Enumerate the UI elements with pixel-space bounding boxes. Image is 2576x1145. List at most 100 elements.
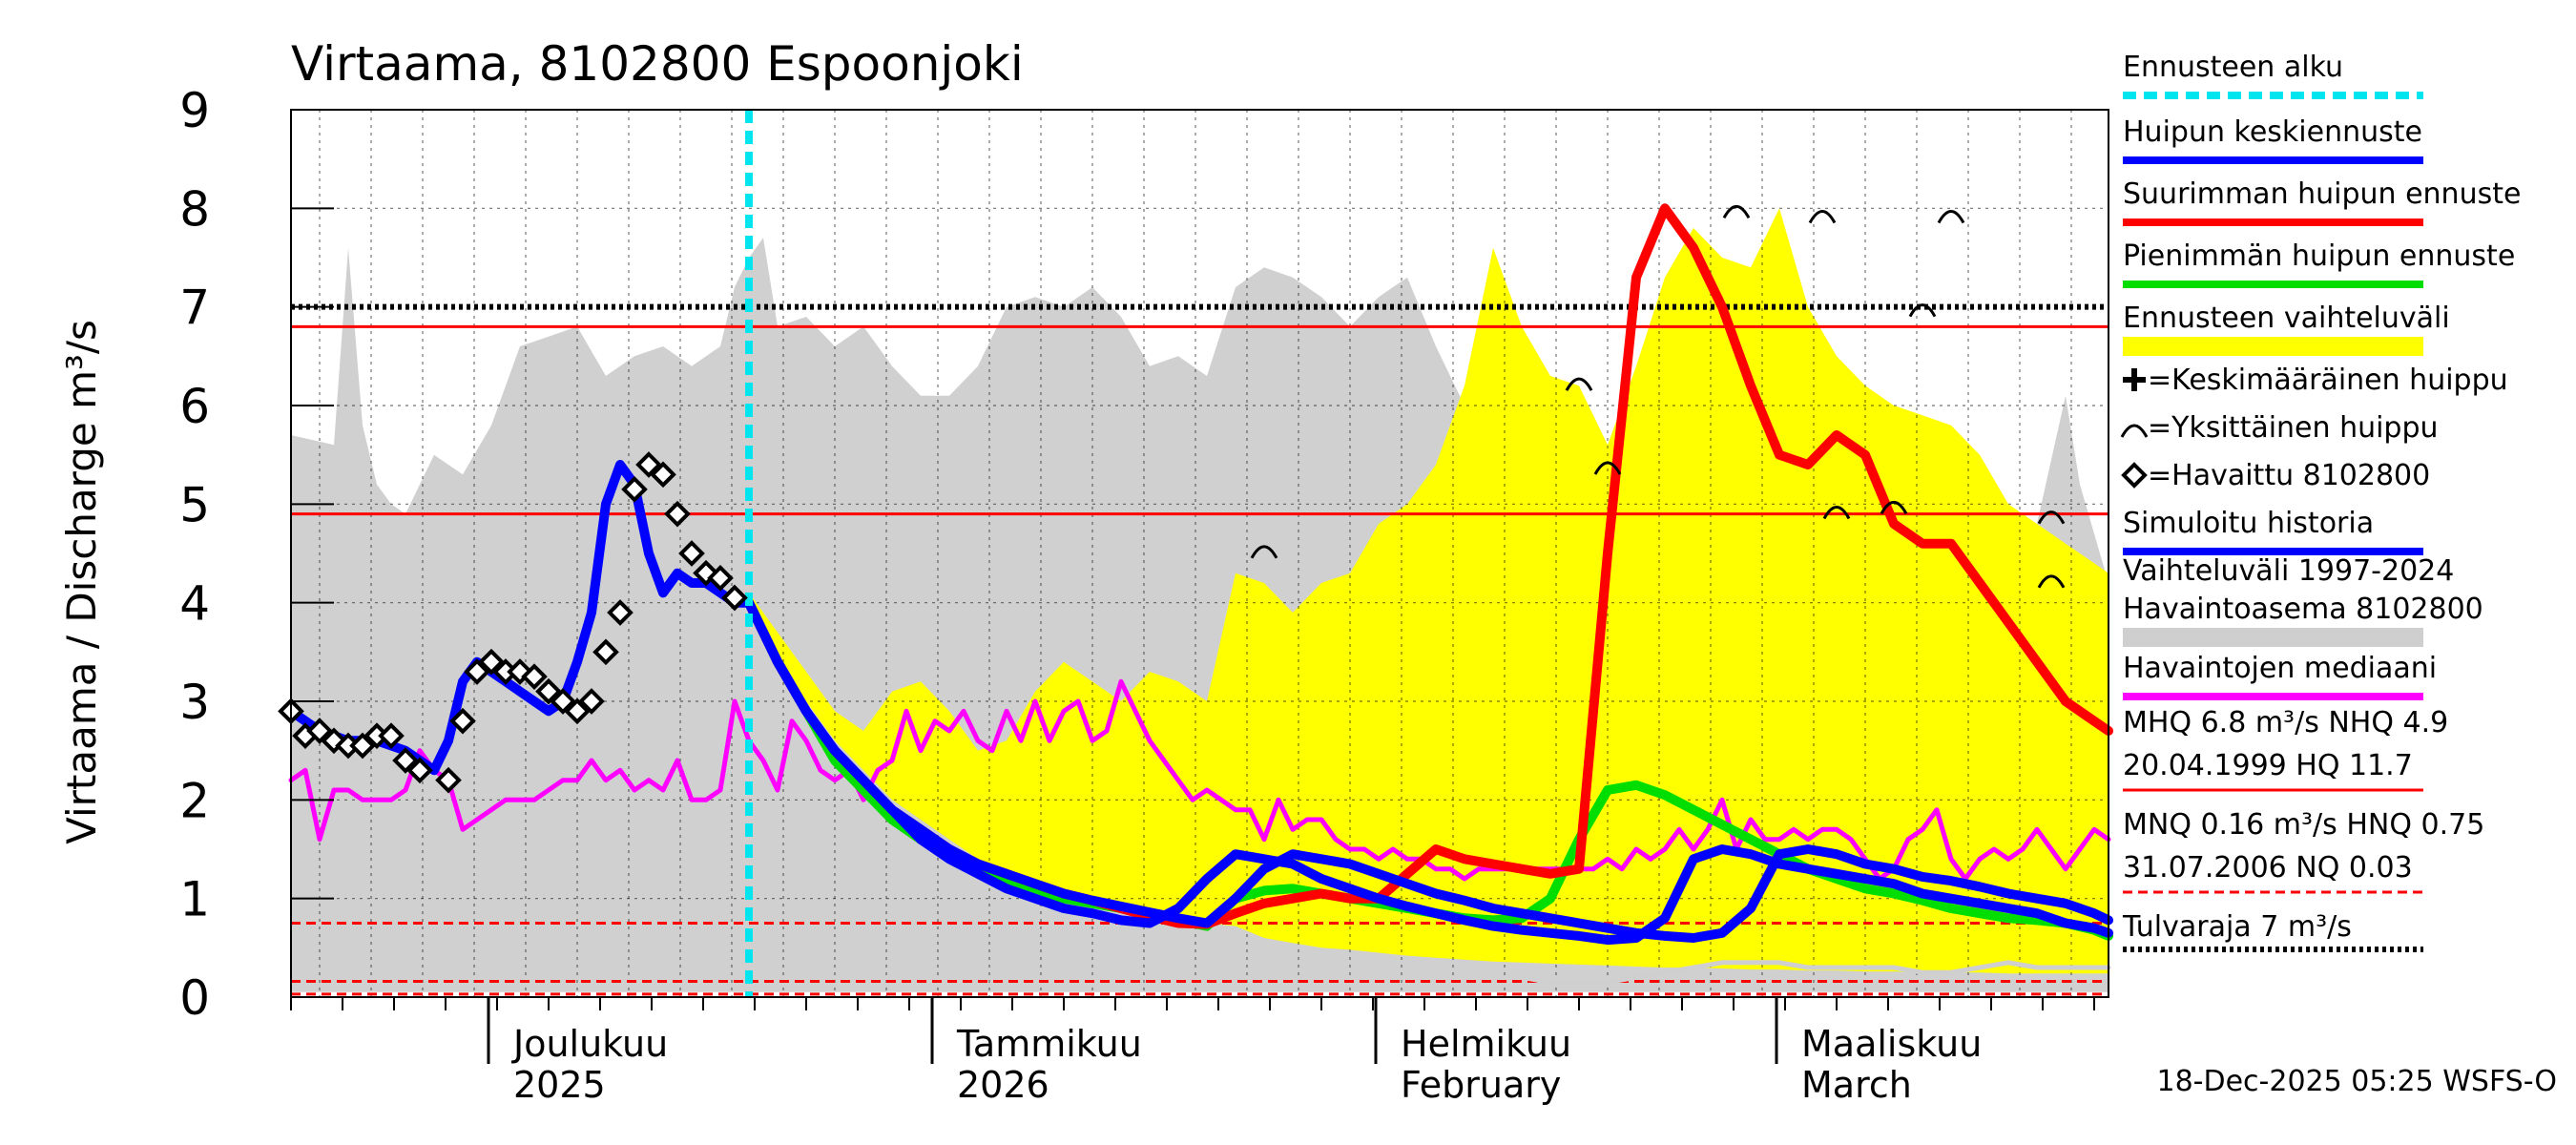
legend-label: Suurimman huipun ennuste bbox=[2123, 177, 2521, 211]
series-ennusteen-alku-upper-bound-line- bbox=[1519, 960, 2111, 985]
observed-point bbox=[707, 565, 734, 592]
legend-label: MHQ 6.8 m³/s NHQ 4.9 bbox=[2123, 706, 2448, 739]
month-label-secondary: 2025 bbox=[513, 1064, 606, 1106]
legend-label: Pienimmän huipun ennuste bbox=[2123, 239, 2515, 273]
y-tick-label: 8 bbox=[179, 181, 210, 237]
observed-point bbox=[435, 766, 462, 794]
individual-peak-marker bbox=[1593, 461, 1622, 475]
observed-point bbox=[535, 677, 562, 705]
legend-label: Ennusteen vaihteluväli bbox=[2123, 302, 2450, 335]
legend-item: MHQ 6.8 m³/s NHQ 4.9 bbox=[2123, 706, 2448, 739]
month-label-secondary: 2026 bbox=[957, 1064, 1049, 1106]
legend-label: Vaihteluväli 1997-2024 bbox=[2123, 554, 2454, 588]
individual-peak-marker bbox=[1808, 210, 1837, 224]
legend-label: =Yksittäinen huippu bbox=[2148, 411, 2439, 445]
legend-swatch bbox=[2123, 628, 2423, 647]
individual-peak-marker bbox=[1937, 210, 1965, 224]
legend-label: =Havaittu 8102800 bbox=[2148, 459, 2430, 492]
legend-item: =Keskimääräinen huippu bbox=[2123, 364, 2508, 397]
observed-point bbox=[592, 638, 619, 666]
legend-item: =Yksittäinen huippu bbox=[2120, 411, 2439, 445]
observed-point bbox=[635, 451, 662, 478]
individual-peak-marker bbox=[1908, 303, 1937, 318]
legend-item: MNQ 0.16 m³/s HNQ 0.75 bbox=[2123, 808, 2484, 842]
legend-label: Havaintoasema 8102800 bbox=[2123, 593, 2483, 626]
series-havaintojen-mediaani bbox=[288, 678, 2111, 882]
chart-title: Virtaama, 8102800 Espoonjoki bbox=[291, 36, 1024, 92]
legend-label: Ennusteen alku bbox=[2123, 51, 2343, 84]
legend-item: Havaintoasema 8102800 bbox=[2123, 593, 2483, 647]
month-label: Joulukuu bbox=[511, 1023, 668, 1065]
y-tick-label: 7 bbox=[179, 281, 210, 336]
forecast-range-band bbox=[749, 208, 2109, 974]
observed-point bbox=[550, 688, 576, 715]
month-label: Maaliskuu bbox=[1801, 1023, 1982, 1065]
legend-item: 20.04.1999 HQ 11.7 bbox=[2123, 749, 2423, 792]
legend-item: Ennusteen alku bbox=[2123, 51, 2423, 99]
legend-label: 31.07.2006 NQ 0.03 bbox=[2123, 851, 2413, 885]
observed-point bbox=[306, 718, 333, 744]
month-label: Helmikuu bbox=[1401, 1023, 1571, 1065]
observed-point bbox=[349, 732, 376, 760]
observed-point bbox=[693, 559, 719, 587]
individual-peak-marker bbox=[1822, 506, 1851, 520]
footer-timestamp: 18-Dec-2025 05:25 WSFS-O bbox=[2156, 1065, 2557, 1098]
y-tick-label: 3 bbox=[179, 675, 210, 730]
series-simuloitu-historia bbox=[286, 460, 2113, 946]
y-axis: 0 1 2 3 4 5 6 7 8 9 bbox=[179, 83, 334, 1026]
series-huipun-keskiennuste bbox=[744, 597, 2113, 943]
observed-point bbox=[521, 663, 548, 690]
legend-item: Huipun keskiennuste bbox=[2123, 115, 2423, 164]
plot-frame bbox=[290, 109, 2109, 998]
y-axis-label: Virtaama / Discharge m³/s bbox=[58, 320, 105, 844]
observed-point bbox=[578, 688, 605, 715]
legend: Ennusteen alku Huipun keskiennuste Suurimm… bbox=[2120, 51, 2521, 952]
y-tick-label: 2 bbox=[179, 773, 210, 828]
individual-peak-marker bbox=[1565, 377, 1593, 391]
individual-peak-marker bbox=[2037, 574, 2066, 589]
legend-label: Huipun keskiennuste bbox=[2123, 115, 2422, 149]
diamond-icon bbox=[2121, 462, 2148, 489]
month-label-secondary: March bbox=[1801, 1064, 1912, 1106]
legend-swatch bbox=[2123, 337, 2423, 356]
legend-label: MNQ 0.16 m³/s HNQ 0.75 bbox=[2123, 808, 2484, 842]
observed-point bbox=[392, 747, 419, 774]
observed-point bbox=[621, 476, 648, 503]
plus-icon bbox=[2123, 368, 2146, 391]
legend-item: Pienimmän huipun ennuste bbox=[2123, 239, 2515, 288]
individual-peak-marker bbox=[1880, 500, 1908, 515]
legend-label: 20.04.1999 HQ 11.7 bbox=[2123, 749, 2413, 782]
observed-point bbox=[678, 540, 705, 567]
observed-point bbox=[721, 584, 748, 612]
observed-point bbox=[378, 722, 405, 749]
observed-point bbox=[607, 599, 634, 626]
individual-peak-marker bbox=[1250, 545, 1278, 559]
legend-label: =Keskimääräinen huippu bbox=[2148, 364, 2508, 397]
legend-item: 31.07.2006 NQ 0.03 bbox=[2123, 851, 2423, 894]
month-label: Tammikuu bbox=[956, 1023, 1142, 1065]
plot-area bbox=[278, 109, 2113, 998]
individual-peak-marker bbox=[2037, 510, 2066, 525]
y-tick-label: 9 bbox=[179, 83, 210, 138]
legend-label: Havaintojen mediaani bbox=[2123, 652, 2437, 685]
individual-peak-marker bbox=[1722, 204, 1751, 219]
y-tick-label: 4 bbox=[179, 576, 210, 632]
legend-label: Tulvaraja 7 m³/s bbox=[2122, 910, 2352, 944]
y-tick-label: 0 bbox=[179, 970, 210, 1026]
observed-point bbox=[650, 461, 676, 489]
legend-item: Simuloitu historia bbox=[2123, 507, 2423, 555]
month-label-secondary: February bbox=[1401, 1064, 1561, 1106]
legend-item: Vaihteluväli 1997-2024 bbox=[2123, 554, 2454, 588]
legend-item: =Havaittu 8102800 bbox=[2121, 459, 2430, 492]
observed-point bbox=[464, 658, 490, 685]
observed-point bbox=[449, 707, 476, 735]
legend-label: Simuloitu historia bbox=[2123, 507, 2374, 540]
observed-point bbox=[564, 697, 591, 725]
observed-point bbox=[664, 500, 691, 528]
legend-item: Ennusteen vaihteluväli bbox=[2123, 302, 2450, 356]
legend-item: Suurimman huipun ennuste bbox=[2123, 177, 2521, 226]
y-tick-label: 6 bbox=[179, 379, 210, 434]
legend-item: Tulvaraja 7 m³/s bbox=[2122, 910, 2423, 952]
